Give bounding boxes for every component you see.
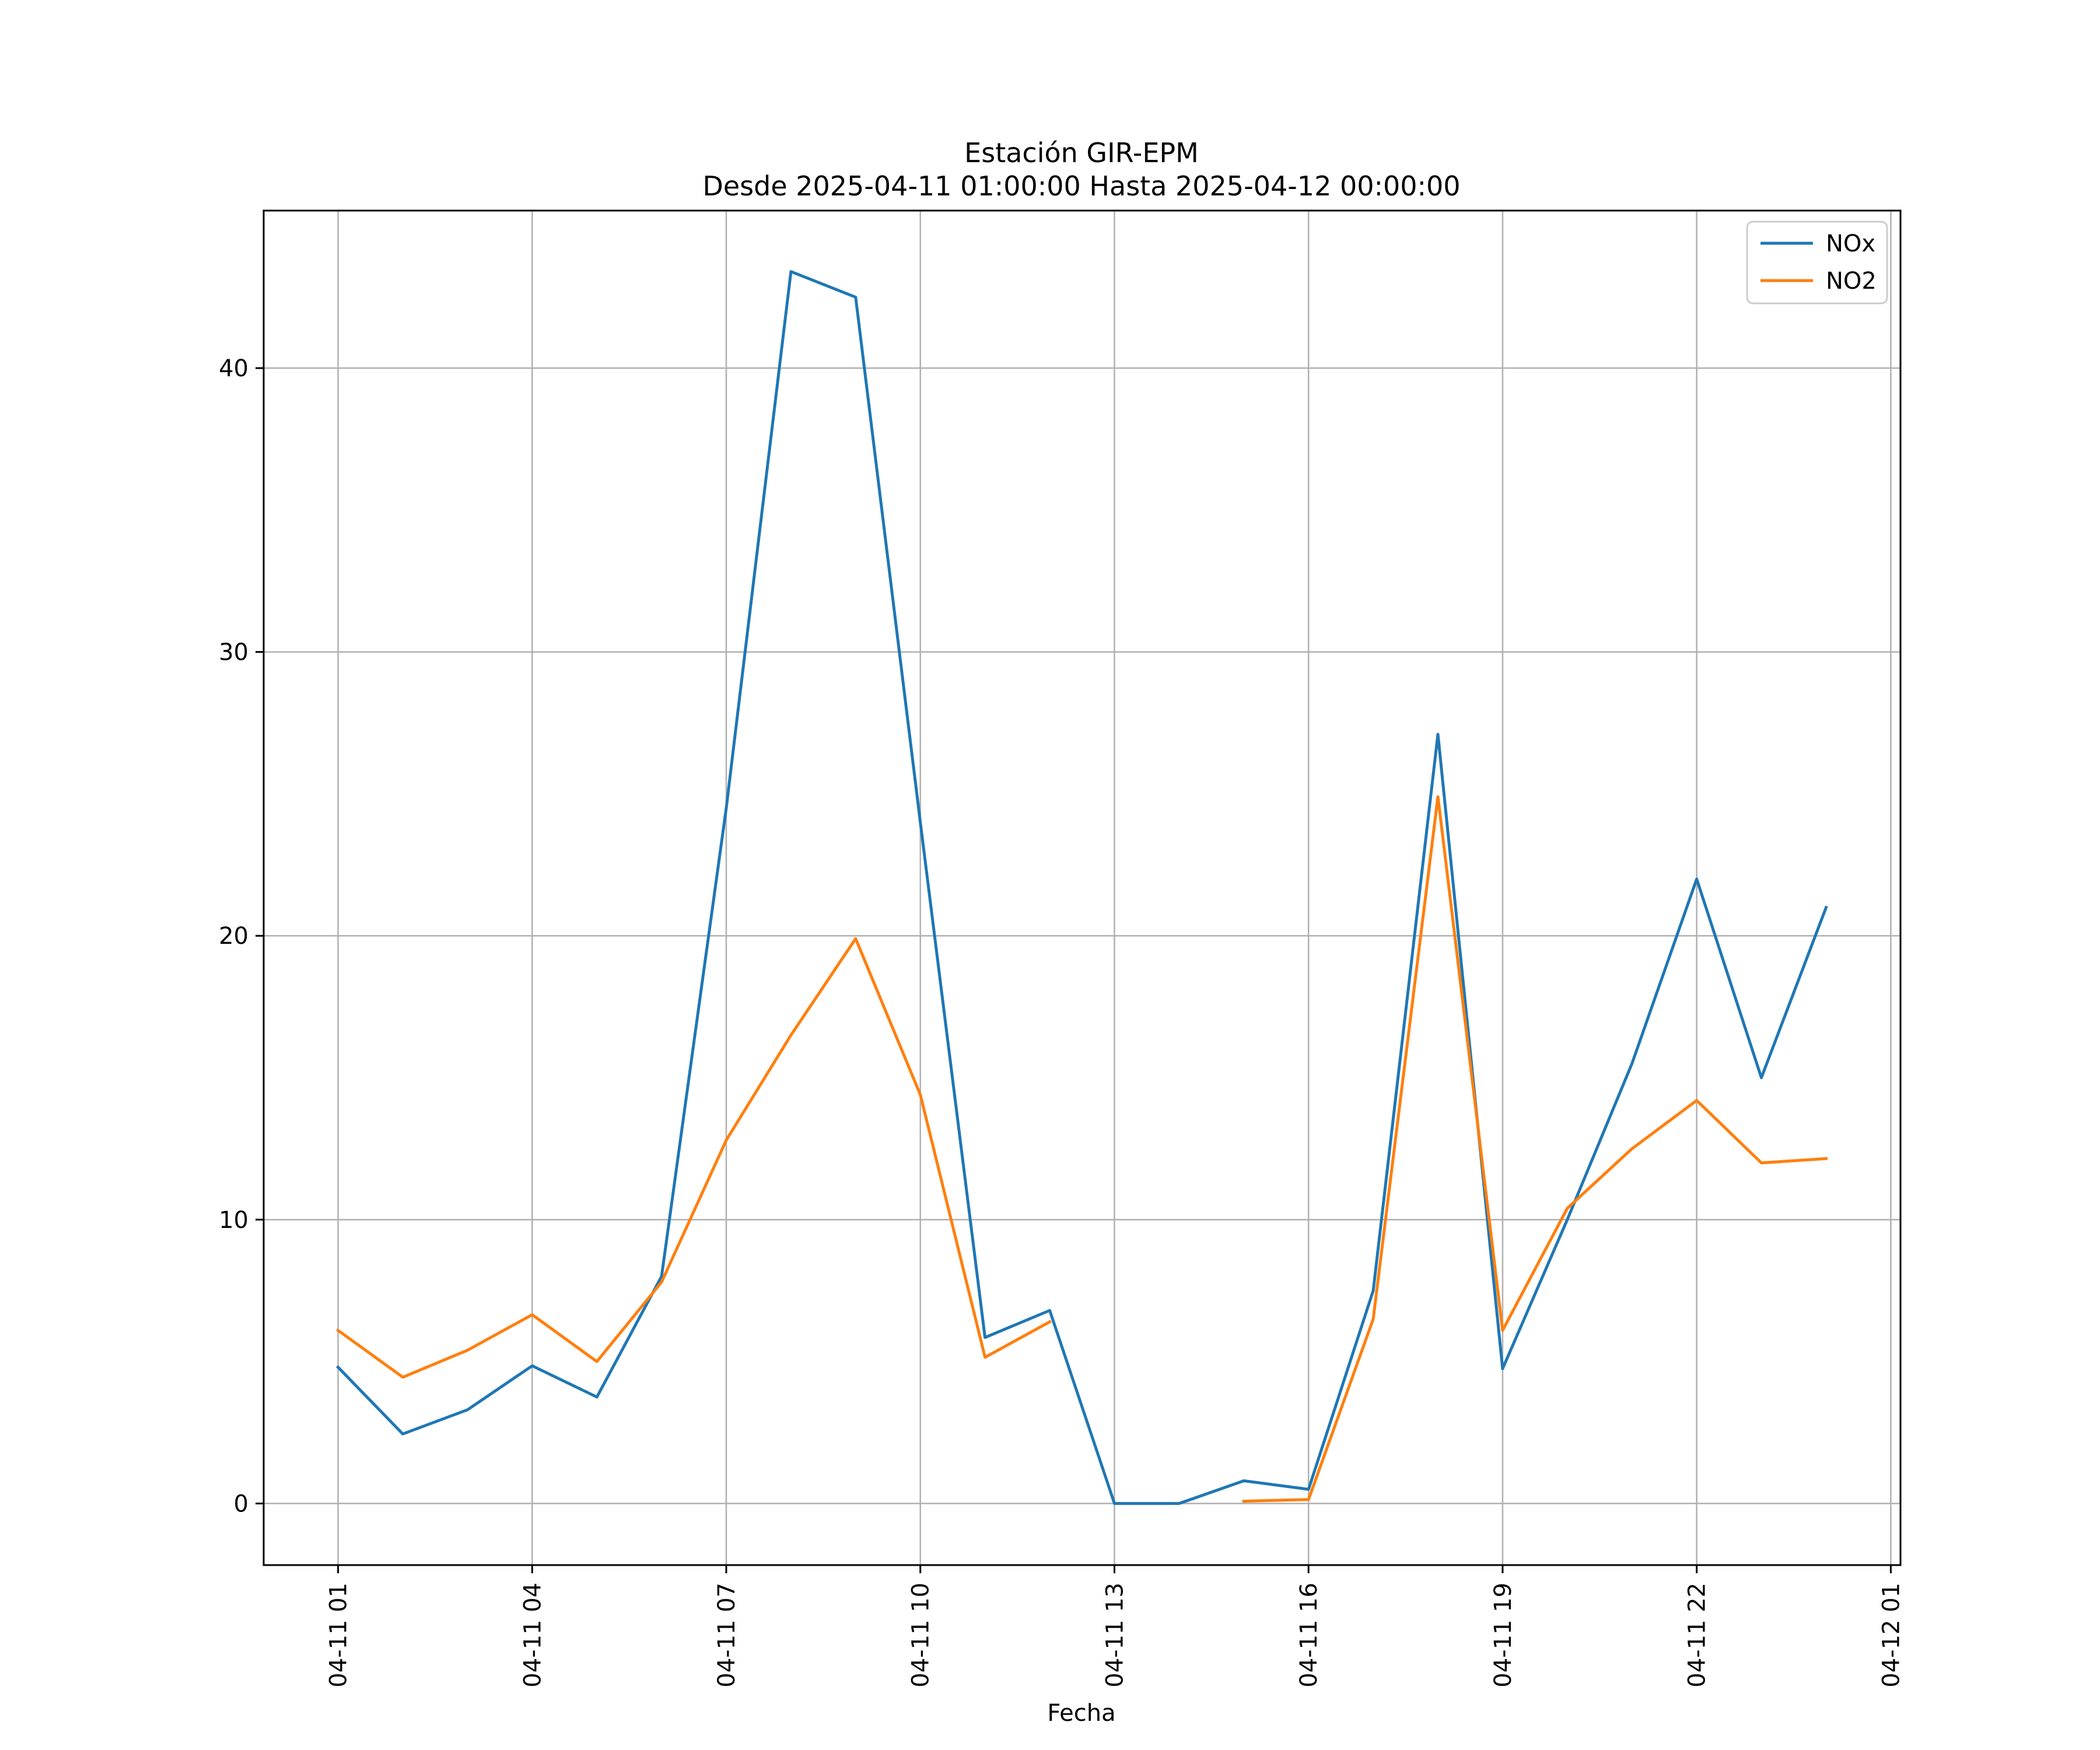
x-tick-label: 04-11 13 (1101, 1583, 1128, 1688)
legend: NOx NO2 (1746, 220, 1888, 304)
series-line-no2 (1242, 795, 1828, 1503)
series-line-no2 (336, 937, 1052, 1379)
x-tick-label: 04-11 07 (713, 1583, 740, 1688)
x-tick-label: 04-11 19 (1490, 1583, 1517, 1688)
y-tick-label: 20 (219, 923, 249, 950)
x-tick-label: 04-11 10 (908, 1583, 935, 1688)
x-axis-label: Fecha (1047, 1700, 1115, 1727)
plot-frame (262, 209, 1902, 1566)
y-tick-label: 10 (219, 1207, 249, 1234)
y-tick-label: 30 (219, 639, 249, 666)
chart-subtitle: Desde 2025-04-11 01:00:00 Hasta 2025-04-… (702, 170, 1460, 202)
legend-label-nox: NOx (1826, 230, 1875, 257)
legend-label-no2: NO2 (1826, 268, 1877, 295)
x-tick-label: 04-11 16 (1296, 1583, 1322, 1688)
y-tick-label: 0 (234, 1490, 249, 1517)
series-line-nox (335, 270, 1828, 1505)
x-tick-label: 04-11 01 (326, 1583, 352, 1688)
x-tick-label: 04-11 22 (1684, 1583, 1711, 1688)
y-tick-label: 40 (219, 355, 249, 382)
x-tick-label: 04-11 04 (519, 1583, 546, 1688)
x-tick-label: 04-12 01 (1878, 1583, 1905, 1688)
chart-title: Estación GIR-EPM (964, 137, 1199, 169)
plot-lines (335, 270, 1828, 1505)
grid (264, 211, 1901, 1565)
axis-ticks: 04-11 01 04-11 04 04-11 07 04-11 10 04-11 13… (219, 355, 1905, 1688)
